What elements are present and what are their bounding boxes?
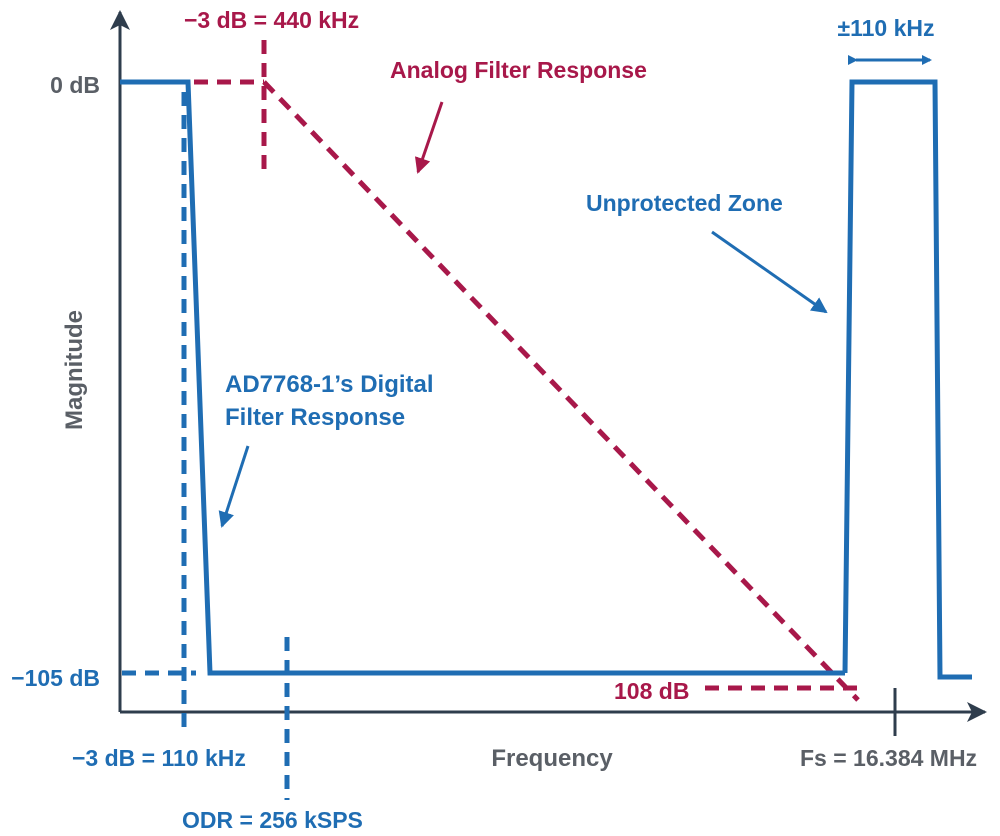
y-tick-105db: −105 dB [11,665,100,691]
digital-guides [122,92,290,800]
bandwidth-label: ±110 kHz [837,15,934,41]
unprotected-pointer-arrow [711,230,828,314]
digital-cutoff-label: −3 dB = 110 kHz [72,745,246,771]
analog-filter-title: Analog Filter Response [390,57,647,83]
y-axis-label: Magnitude [61,310,88,430]
analog-pointer-arrow [414,101,444,174]
digital-filter-title-line2: Filter Response [225,404,405,431]
fs-label: Fs = 16.384 MHz [800,745,977,771]
digital-filter-curve [120,79,845,676]
analog-cutoff-label: −3 dB = 440 kHz [184,7,359,33]
x-axis-label: Frequency [491,745,613,772]
y-tick-0db: 0 dB [50,72,100,98]
odr-label: ODR = 256 kSPS [182,807,363,833]
attenuation-label: 108 dB [614,678,689,704]
analog-filter-curve [125,40,862,702]
unprotected-zone-label: Unprotected Zone [586,190,783,216]
unprotected-zone-curve [842,79,972,680]
digital-filter-title-line1: AD7768-1’s Digital [225,371,434,398]
digital-pointer-arrow [218,445,250,528]
